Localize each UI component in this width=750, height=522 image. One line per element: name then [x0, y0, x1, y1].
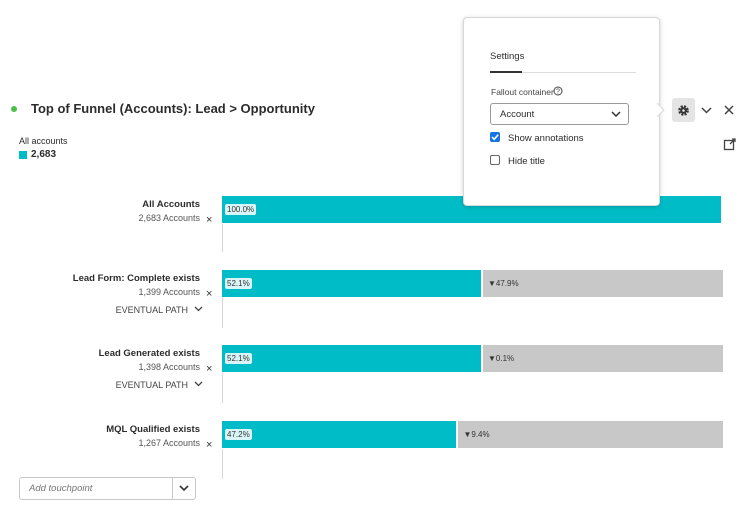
percent-label: 100.0% — [225, 204, 257, 215]
panel-title: Top of Funnel (Accounts): Lead > Opportu… — [31, 101, 315, 116]
container-label: Fallout container — [491, 87, 554, 97]
summary-label: All accounts — [19, 136, 68, 146]
dropdown-chevron[interactable] — [179, 484, 189, 492]
popover-tip — [657, 103, 665, 117]
fallout-label: ▼47.9% — [488, 279, 519, 288]
gear-icon — [678, 105, 689, 116]
remove-step[interactable]: × — [206, 439, 213, 451]
retention-bar — [222, 421, 459, 448]
step-count: 1,267 Accounts — [138, 438, 200, 448]
fallout-label: ▼0.1% — [488, 354, 515, 363]
container-value: Account — [500, 109, 535, 120]
step-connector — [222, 373, 223, 403]
close-button[interactable] — [724, 105, 734, 115]
percent-label: 52.1% — [225, 278, 252, 289]
hide-title-label: Hide title — [508, 156, 545, 167]
tab-underline — [490, 71, 522, 73]
settings-tab[interactable]: Settings — [490, 51, 525, 62]
step-count: 2,683 Accounts — [138, 213, 200, 223]
step-count: 1,398 Accounts — [138, 362, 200, 372]
path-chevron — [194, 380, 203, 390]
remove-step[interactable]: × — [206, 288, 213, 300]
collapse-chevron[interactable] — [701, 106, 712, 114]
path-toggle[interactable]: EVENTUAL PATH — [115, 380, 188, 390]
step-name: Lead Form: Complete exists — [72, 273, 200, 284]
step-name: Lead Generated exists — [98, 348, 200, 359]
chevron — [194, 306, 203, 312]
help-icon[interactable]: ? — [553, 86, 563, 96]
step-connector — [222, 298, 223, 328]
path-chevron — [194, 305, 203, 315]
percent-label: 47.2% — [225, 429, 252, 440]
retention-bar — [222, 345, 484, 372]
step-name: MQL Qualified exists — [106, 424, 200, 435]
remove-step[interactable]: × — [206, 363, 213, 375]
step-connector — [222, 224, 223, 252]
tab-rule — [522, 72, 636, 73]
add-touchpoint[interactable] — [19, 477, 196, 500]
retention-bar — [222, 270, 484, 297]
container-select[interactable] — [490, 103, 629, 125]
annotations-label: Show annotations — [508, 133, 584, 144]
divider — [172, 478, 173, 499]
legend-swatch — [19, 151, 27, 159]
hide-title-checkbox[interactable] — [490, 155, 500, 165]
export-icon[interactable] — [723, 137, 737, 151]
fallout-label: ▼9.4% — [463, 430, 490, 439]
remove-step[interactable]: × — [206, 214, 213, 226]
chevron — [194, 381, 203, 387]
path-toggle[interactable]: EVENTUAL PATH — [115, 305, 188, 315]
status-dot — [11, 106, 17, 112]
percent-label: 52.1% — [225, 353, 252, 364]
annotations-checkbox[interactable] — [490, 132, 500, 142]
add-touchpoint-placeholder: Add touchpoint — [29, 483, 93, 494]
select-chevron — [611, 111, 621, 118]
summary-value: 2,683 — [31, 149, 57, 160]
svg-text:?: ? — [556, 89, 560, 96]
step-connector — [222, 449, 223, 479]
step-count: 1,399 Accounts — [138, 287, 200, 297]
step-name: All Accounts — [142, 199, 200, 210]
